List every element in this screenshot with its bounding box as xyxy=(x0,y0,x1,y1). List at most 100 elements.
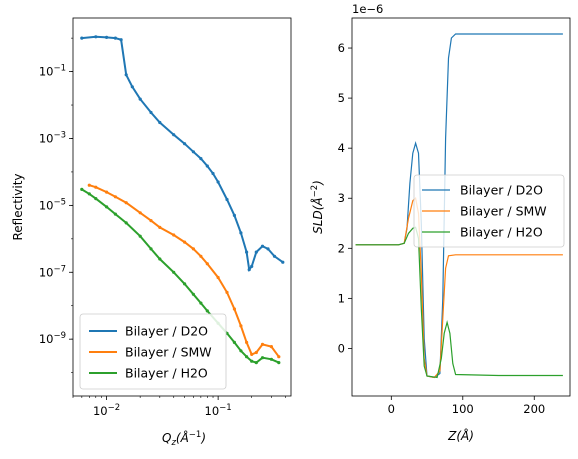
y-tick-label: 10−1 xyxy=(39,64,66,79)
series-lines xyxy=(80,35,285,365)
data-point xyxy=(80,187,84,191)
data-point xyxy=(272,254,277,258)
data-point xyxy=(250,352,254,356)
reflectivity-chart: 10−2 10−1 10−1 10−3 10−5 10−7 10−9 Reflectivity… xyxy=(11,17,292,448)
sld-profile-chart: 0 100 200 0 1 2 3 4 5 6 1e−6 SLD(Å−2) Z(Å) Bilayer / … xyxy=(310,2,571,443)
data-point xyxy=(124,201,128,205)
data-point xyxy=(260,356,265,360)
y-tick-label: 10−9 xyxy=(39,331,66,346)
data-point xyxy=(254,350,258,355)
legend-label: Bilayer / D2O xyxy=(460,183,543,198)
y-tick-label: 1 xyxy=(338,291,345,305)
data-point xyxy=(183,282,187,286)
series-line-2 xyxy=(355,226,563,379)
data-point xyxy=(260,244,265,248)
legend-label: Bilayer / H2O xyxy=(460,225,543,240)
data-point xyxy=(254,250,258,254)
data-point xyxy=(247,268,251,272)
data-point xyxy=(105,35,109,40)
data-point xyxy=(216,275,220,280)
plot-frame xyxy=(351,17,571,397)
x-tick-label: 200 xyxy=(523,402,545,416)
y-axis-label: SLD(Å−2) xyxy=(310,180,325,234)
data-point xyxy=(191,247,195,251)
data-point xyxy=(87,192,91,196)
x-tick-label: 100 xyxy=(452,402,474,416)
data-point xyxy=(183,142,187,146)
data-point xyxy=(205,262,209,266)
series-lines xyxy=(355,33,563,379)
data-point xyxy=(245,355,249,359)
data-point xyxy=(205,309,209,313)
data-point xyxy=(277,355,281,359)
data-point xyxy=(138,211,142,215)
data-point xyxy=(158,257,162,261)
data-point xyxy=(199,301,203,305)
data-point xyxy=(232,307,236,311)
x-axis-label: Z(Å) xyxy=(447,428,474,443)
y-tick-label: 0 xyxy=(338,341,345,355)
data-point xyxy=(250,359,254,363)
y-axis-label: Reflectivity xyxy=(11,173,25,240)
x-tick-label: 10−1 xyxy=(205,403,232,418)
data-point xyxy=(277,361,281,365)
data-point xyxy=(119,38,123,42)
data-point xyxy=(239,324,243,328)
x-minor-ticks xyxy=(72,396,286,398)
data-point xyxy=(172,270,176,274)
data-point xyxy=(232,213,236,217)
data-point xyxy=(205,164,209,168)
legend-box xyxy=(79,313,227,390)
y-tick-label: 4 xyxy=(338,141,345,155)
data-point xyxy=(250,264,254,268)
x-axis-label: Qz(Å−1) xyxy=(162,430,206,448)
data-point xyxy=(245,340,249,344)
data-point xyxy=(149,219,153,223)
plot-frame xyxy=(72,17,292,397)
data-point xyxy=(239,231,243,235)
data-point xyxy=(260,342,265,346)
data-point xyxy=(211,171,215,176)
y-tick-label: 5 xyxy=(338,91,345,105)
legend: Bilayer / D2O Bilayer / SMW Bilayer / H2O xyxy=(413,174,565,248)
data-point xyxy=(216,180,220,184)
data-point xyxy=(254,361,258,365)
legend-label: Bilayer / H2O xyxy=(125,366,208,381)
data-point xyxy=(94,35,98,39)
y-tick-label: 10−7 xyxy=(39,264,66,279)
y-tick-label: 10−5 xyxy=(39,197,66,212)
data-point xyxy=(94,197,98,201)
data-point xyxy=(239,349,243,353)
x-tick-label: 10−2 xyxy=(93,403,120,418)
data-point xyxy=(80,36,84,40)
data-point xyxy=(245,250,249,254)
y-tick-label: 10−3 xyxy=(39,130,66,145)
data-point xyxy=(183,240,187,244)
data-point xyxy=(199,254,203,258)
data-point xyxy=(105,205,109,209)
data-point xyxy=(199,157,203,161)
legend-box xyxy=(413,174,565,248)
data-point xyxy=(149,110,153,115)
y-tick-label: 6 xyxy=(338,41,345,55)
legend-label: Bilayer / SMW xyxy=(125,345,212,360)
data-point xyxy=(232,340,236,344)
y-tick-label: 2 xyxy=(338,241,345,255)
data-point xyxy=(158,120,162,125)
data-point xyxy=(87,183,91,187)
data-point xyxy=(149,247,153,251)
data-point xyxy=(130,85,134,89)
legend: Bilayer / D2O Bilayer / SMW Bilayer / H2O xyxy=(79,313,227,390)
offset-text: 1e−6 xyxy=(352,2,383,16)
data-point xyxy=(113,195,117,199)
data-point xyxy=(269,357,273,361)
series-line-1 xyxy=(355,197,563,379)
data-point xyxy=(281,260,285,264)
data-point xyxy=(124,73,128,77)
data-point xyxy=(225,197,229,202)
data-point xyxy=(225,290,229,294)
data-point xyxy=(191,292,195,296)
data-point xyxy=(269,345,273,349)
legend-label: Bilayer / D2O xyxy=(125,324,208,339)
